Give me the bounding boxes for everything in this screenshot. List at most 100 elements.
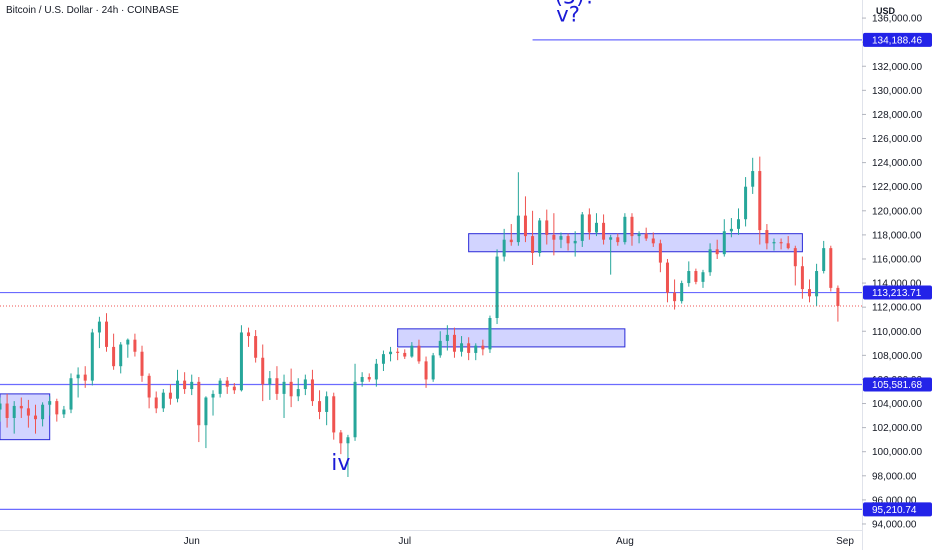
candle-body [83,374,87,381]
candle-body [367,377,371,380]
candle-body [573,240,577,244]
candle-body [12,405,16,418]
candle-body [19,405,23,409]
y-tick-label: 114,000.00 [872,279,922,290]
candle-body [254,336,258,358]
candle-body [396,351,400,353]
candle-body [722,231,726,255]
candle-body [247,332,251,337]
candle-body [822,248,826,272]
wave-label: iv [331,451,350,476]
candle-body [559,236,563,240]
candle-body [204,397,208,426]
candle-body [644,233,648,239]
candle-body [431,355,435,380]
x-tick-label: Jun [184,536,200,547]
support-zone [468,233,803,253]
candle-body [190,381,194,390]
candle-body [289,381,293,397]
y-tick-label: 122,000.00 [872,182,922,193]
candle-body [239,332,243,391]
y-tick-label: 136,000.00 [872,14,922,25]
candle-body [275,378,279,394]
candle-body [452,334,456,352]
zones-layer [0,233,803,441]
wave-label: (5)? [555,0,596,9]
candle-body [580,214,584,241]
candle-body [616,237,620,243]
y-tick-label: 126,000.00 [872,134,922,145]
price-tag [863,502,932,517]
y-tick-label: 98,000.00 [872,471,917,482]
y-tick-label: 100,000.00 [872,447,922,458]
candle-body [779,242,783,244]
candle-body [119,344,123,367]
candle-body [105,321,109,347]
candle-body [339,432,343,444]
candle-body [701,272,705,282]
candle-body [389,351,393,355]
price-tag-label: 105,581.68 [872,380,922,391]
candle-body [34,415,38,420]
candle-body [161,392,165,409]
candle-body [140,351,144,376]
candle-body [630,216,634,237]
candle-body [183,380,187,390]
candle-body [516,215,520,243]
wave-label: v? [556,3,580,27]
candle-body [765,230,769,244]
candle-body [303,379,307,390]
candle-body [261,357,265,385]
candle-body [687,271,691,284]
price-tag-label: 134,188.46 [872,35,922,46]
candle-body [410,345,414,357]
y-tick-label: 110,000.00 [872,327,922,338]
candle-body [126,339,130,345]
candle-body [509,239,513,243]
candle-body [665,262,669,293]
y-tick-label: 132,000.00 [872,62,922,73]
candle-body [474,345,478,353]
candle-body [694,271,698,282]
candle-body [197,381,201,426]
y-tick-label: 116,000.00 [872,254,922,265]
candle-body [332,396,336,433]
candle-body [815,271,819,297]
candle-body [602,222,606,240]
candle-body [296,389,300,397]
candle-body [112,346,116,367]
candle-body [658,243,662,263]
candle-body [829,248,833,288]
candle-body [403,352,407,357]
time-axis[interactable]: Jun Jul Aug Sep [184,536,855,547]
candle-body [417,345,421,362]
candle-body [97,321,101,333]
chart-title: Bitcoin / U.S. Dollar · 24h · COINBASE [6,5,179,16]
candle-body [353,381,357,438]
candle-body [55,401,59,415]
candle-body [708,249,712,273]
candle-body [552,234,556,240]
candle-body [0,403,2,410]
y-tick-label: 112,000.00 [872,303,922,314]
candle-body [751,171,755,187]
candle-body [346,437,350,444]
candle-body [793,248,797,267]
candle-body [651,238,655,244]
price-tag [863,32,932,47]
candle-body [538,220,542,253]
candle-body [467,343,471,353]
y-tick-label: 104,000.00 [872,399,922,410]
candle-body [488,318,492,350]
candle-body [310,379,314,402]
candle-body [69,378,73,410]
candle-body [744,186,748,220]
y-tick-label: 128,000.00 [872,110,922,121]
candle-body [26,408,30,416]
candle-body [836,287,840,306]
candle-body [90,332,94,381]
currency-label[interactable]: USD [876,6,896,16]
y-tick-label: 108,000.00 [872,351,922,362]
